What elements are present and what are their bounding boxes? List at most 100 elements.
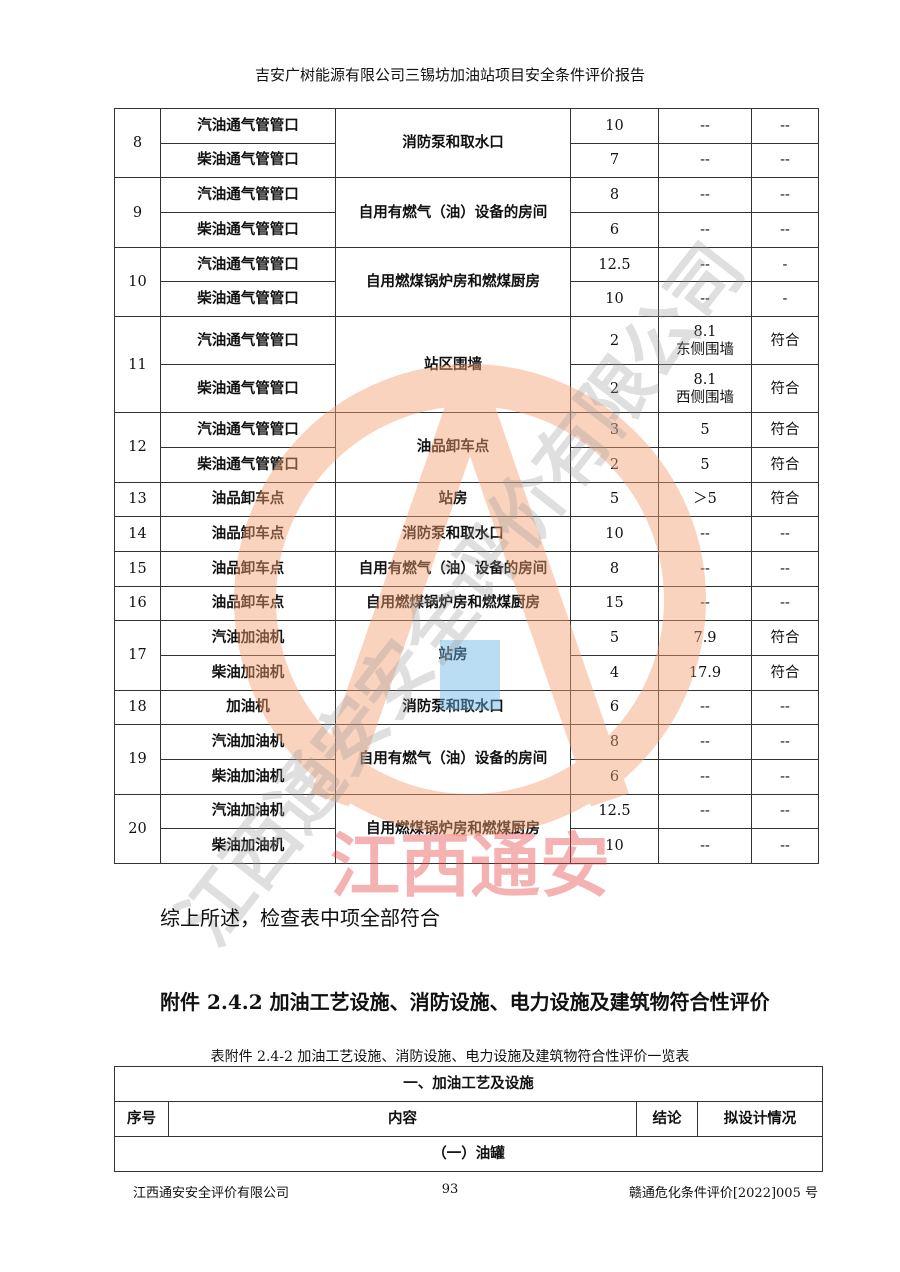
- table-row: 8 汽油通气管管口 消防泵和取水口 10 -- --: [114, 107, 819, 179]
- table-row: 18 加油机 消防泵和取水口 6 -- --: [114, 689, 819, 726]
- table-row: 12 汽油通气管管口 油品卸车点 3 5 符合: [114, 412, 819, 483]
- row-number: 19: [114, 724, 161, 795]
- target-name: 消防泵和取水口: [335, 107, 571, 179]
- conclusion: --: [751, 142, 819, 179]
- actual-distance: 5: [658, 412, 752, 448]
- actual-distance: --: [658, 828, 752, 865]
- target-name: 自用有燃气（油）设备的房间: [335, 550, 571, 587]
- appendix-heading: 附件 2.4.2 加油工艺设施、消防设施、电力设施及建筑物符合性评价: [160, 990, 770, 1014]
- required-distance: 2: [570, 364, 659, 414]
- table-row: 柴油通气管管口 6 -- --: [115, 212, 819, 248]
- facility-name: 汽油通气管管口: [160, 108, 336, 144]
- table-row: 16 油品卸车点 自用燃煤锅炉房和燃煤厨房 15 -- --: [114, 585, 819, 622]
- facility-name: 加油机: [160, 689, 336, 726]
- section-heading: 一、加油工艺及设施: [114, 1066, 823, 1102]
- actual-distance: --: [658, 516, 752, 552]
- page-header: 吉安广树能源有限公司三锡坊加油站项目安全条件评价报告: [254, 66, 645, 84]
- required-distance: 8: [570, 177, 659, 214]
- row-number: 12: [114, 412, 161, 483]
- conclusion: --: [751, 689, 819, 726]
- target-name: 消防泵和取水口: [335, 516, 571, 552]
- target-name: 自用有燃气（油）设备的房间: [335, 177, 571, 248]
- row-number: 10: [114, 246, 161, 318]
- required-distance: 10: [570, 516, 659, 552]
- target-name: 油品卸车点: [335, 412, 571, 483]
- required-distance: 10: [570, 108, 659, 144]
- row-number: 8: [114, 107, 161, 179]
- header-conclusion: 结论: [636, 1101, 698, 1137]
- table-row: 15 油品卸车点 自用有燃气（油）设备的房间 8 -- --: [114, 550, 819, 587]
- facility-name: 柴油通气管管口: [160, 446, 336, 483]
- distance-table: 8 汽油通气管管口 消防泵和取水口 10 -- -- 柴油通气管管口 7 -- -- 9 汽油通气管管…: [114, 107, 819, 865]
- required-distance: 7: [570, 142, 659, 179]
- table-row: 9 汽油通气管管口 自用有燃气（油）设备的房间 8 -- --: [114, 177, 819, 248]
- facility-name: 油品卸车点: [160, 481, 336, 518]
- actual-distance: 5: [658, 446, 752, 483]
- actual-distance: --: [658, 142, 752, 179]
- required-distance: 6: [570, 689, 659, 726]
- conclusion: --: [751, 759, 819, 795]
- row-number: 13: [114, 481, 161, 518]
- facility-name: 柴油通气管管口: [160, 364, 336, 414]
- actual-distance: --: [658, 108, 752, 144]
- conclusion: --: [751, 793, 819, 830]
- conclusion: --: [751, 177, 819, 214]
- conclusion: --: [751, 585, 819, 622]
- target-name: 站房: [335, 620, 571, 691]
- conclusion: 符合: [751, 364, 819, 414]
- conclusion: --: [751, 108, 819, 144]
- row-number: 15: [114, 550, 161, 587]
- facility-name: 油品卸车点: [160, 585, 336, 622]
- header-content: 内容: [168, 1101, 637, 1137]
- target-name: 站房: [335, 481, 571, 518]
- actual-distance: --: [658, 724, 752, 760]
- conclusion: --: [751, 212, 819, 248]
- facility-name: 汽油加油机: [160, 793, 336, 830]
- table-row: 11 汽油通气管管口 站区围墙 2 8.1 东侧围墙 符合: [114, 316, 819, 414]
- actual-distance: 17.9: [658, 654, 752, 691]
- row-number: 9: [114, 177, 161, 248]
- page-number: 93: [441, 1182, 459, 1197]
- facility-name: 柴油加油机: [160, 759, 336, 795]
- target-name: 自用燃煤锅炉房和燃煤厨房: [335, 793, 571, 865]
- row-number: 11: [114, 316, 161, 414]
- target-name: 消防泵和取水口: [335, 689, 571, 726]
- required-distance: 8: [570, 550, 659, 587]
- conclusion: 符合: [751, 654, 819, 691]
- table-row: 柴油通气管管口 2 8.1 西侧围墙 符合: [115, 364, 819, 414]
- actual-distance: --: [658, 246, 752, 283]
- conclusion: 符合: [751, 481, 819, 518]
- facility-name: 油品卸车点: [160, 550, 336, 587]
- required-distance: 3: [570, 412, 659, 448]
- required-distance: 2: [570, 316, 659, 366]
- facility-name: 柴油通气管管口: [160, 142, 336, 179]
- required-distance: 15: [570, 585, 659, 622]
- facility-name: 汽油加油机: [160, 724, 336, 760]
- table-row: 柴油加油机 10 -- --: [115, 828, 819, 865]
- required-distance: 10: [570, 828, 659, 865]
- table-row: 13 油品卸车点 站房 5 ＞5 符合: [114, 481, 819, 518]
- table-row: 20 汽油加油机 自用燃煤锅炉房和燃煤厨房 12.5 -- --: [114, 793, 819, 865]
- facility-name: 柴油通气管管口: [160, 212, 336, 248]
- actual-distance: ＞5: [658, 481, 752, 518]
- header-no: 序号: [114, 1101, 169, 1137]
- conclusion: 符合: [751, 446, 819, 483]
- required-distance: 2: [570, 446, 659, 483]
- table-row: 17 汽油加油机 站房 5 7.9 符合: [114, 620, 819, 691]
- conclusion: --: [751, 724, 819, 760]
- actual-distance: --: [658, 281, 752, 318]
- actual-distance: 8.1 东侧围墙: [658, 316, 752, 366]
- required-distance: 5: [570, 620, 659, 656]
- table-row: 柴油加油机 4 17.9 符合: [115, 654, 819, 691]
- footer-company: 江西通安安全评价有限公司: [133, 1186, 290, 1201]
- required-distance: 8: [570, 724, 659, 760]
- facility-name: 柴油加油机: [160, 654, 336, 691]
- row-number: 17: [114, 620, 161, 691]
- required-distance: 12.5: [570, 793, 659, 830]
- actual-distance: --: [658, 212, 752, 248]
- subsection-heading: （一）油罐: [114, 1136, 823, 1172]
- target-name: 自用燃煤锅炉房和燃煤厨房: [335, 246, 571, 318]
- actual-distance: --: [658, 585, 752, 622]
- row-number: 16: [114, 585, 161, 622]
